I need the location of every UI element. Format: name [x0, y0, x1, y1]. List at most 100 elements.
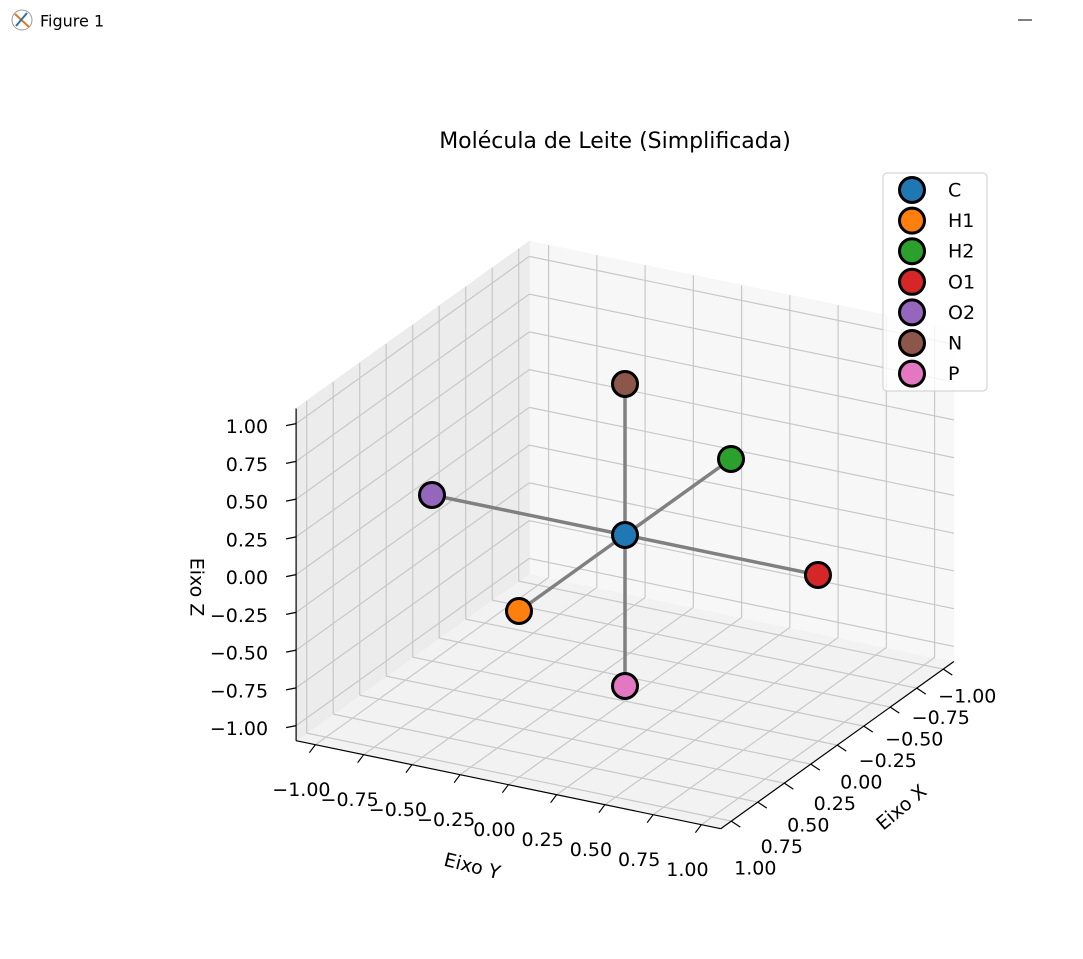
app-icon — [11, 9, 33, 31]
x-tick — [889, 706, 900, 714]
grid-line — [529, 557, 955, 647]
x-tick-label: −1.00 — [938, 686, 996, 708]
y-tick-label: 0.50 — [570, 839, 612, 861]
x-tick-label: 0.75 — [761, 836, 803, 858]
grid-line — [652, 647, 887, 816]
legend-marker — [898, 359, 926, 388]
z-tick — [285, 460, 297, 464]
legend: C H1 H2 O1 O2 NP — [882, 172, 988, 392]
grid-line — [529, 482, 955, 572]
x-tick-label: −0.75 — [912, 707, 970, 729]
grid-line — [508, 617, 742, 786]
z-tick-label: −0.75 — [210, 680, 268, 702]
grid-line — [529, 444, 955, 534]
y-tick — [405, 764, 413, 774]
z-tick — [285, 423, 297, 427]
x-tick — [757, 801, 768, 809]
y-tick — [501, 784, 509, 794]
grid-line — [411, 597, 646, 766]
z-tick — [285, 649, 297, 653]
legend-label: C — [948, 180, 961, 202]
legend-label: N — [948, 333, 962, 355]
y-tick-label: −1.00 — [272, 779, 330, 801]
atom — [611, 370, 639, 398]
bond — [517, 533, 627, 613]
x-tick — [730, 820, 741, 828]
bond — [623, 457, 733, 537]
y-tick — [646, 814, 654, 824]
y-tick-label: 0.00 — [473, 819, 515, 841]
x-tick — [916, 687, 927, 695]
x-tick-label: 0.50 — [787, 815, 829, 837]
grid-line — [295, 331, 530, 500]
plot-area: −1.00−0.75−0.50−0.250.000.250.500.751.00… — [186, 172, 996, 884]
bond — [431, 493, 626, 537]
grid-line — [701, 657, 935, 826]
legend-label: H1 — [948, 210, 974, 232]
z-tick-label: 0.25 — [226, 529, 268, 551]
legend-label: O1 — [948, 271, 975, 293]
grid-line — [529, 331, 955, 421]
z-tick-label: 0.00 — [226, 567, 268, 589]
grid-line — [529, 369, 955, 459]
x-tick-label: 0.00 — [840, 772, 882, 794]
grid-line — [363, 587, 598, 756]
atom — [804, 561, 832, 589]
y-tick-label: 1.00 — [666, 859, 708, 881]
y-tick — [550, 794, 558, 804]
atom — [505, 597, 533, 625]
legend-label: P — [948, 363, 959, 385]
chart-title: Molécula de Leite (Simplificada) — [439, 129, 791, 154]
z-tick — [285, 574, 297, 578]
y-tick-label: −0.25 — [417, 809, 475, 831]
z-tick — [285, 498, 297, 502]
atom — [418, 481, 446, 509]
z-tick — [285, 687, 297, 691]
x-tick-label: −0.50 — [885, 729, 943, 751]
grid-line — [295, 520, 530, 689]
legend-marker — [898, 267, 926, 296]
z-axis-label: Eixo Z — [186, 558, 208, 617]
x-tick-label: 0.25 — [814, 793, 856, 815]
grid-line — [556, 627, 791, 796]
z-tick-label: −0.25 — [210, 605, 268, 627]
x-tick — [783, 782, 794, 790]
z-tick — [285, 536, 297, 540]
x-tick — [810, 763, 821, 771]
grid-line — [295, 369, 530, 538]
y-tick-label: −0.75 — [321, 789, 379, 811]
window-title: Figure 1 — [40, 12, 104, 31]
legend-marker — [898, 206, 926, 235]
z-tick-label: −1.00 — [210, 718, 268, 740]
atom — [611, 672, 639, 700]
z-tick-label: 1.00 — [226, 416, 268, 438]
y-tick-label: 0.25 — [521, 829, 563, 851]
y-tick — [598, 804, 606, 814]
grid-line — [295, 444, 530, 613]
legend-label: O2 — [948, 302, 975, 324]
grid-line — [604, 637, 839, 806]
grid-line — [295, 255, 530, 425]
grid-line — [295, 557, 530, 727]
x-tick — [836, 744, 847, 752]
grid-line — [295, 406, 530, 576]
atom — [611, 521, 639, 549]
grid-line — [459, 607, 694, 776]
z-tick — [285, 611, 297, 615]
legend-marker — [898, 176, 926, 204]
legend-marker — [898, 237, 926, 266]
y-tick-label: −0.50 — [369, 799, 427, 821]
legend-marker — [898, 298, 926, 327]
x-tick-label: −0.25 — [859, 750, 917, 772]
grid-line — [529, 520, 955, 610]
legend-label: H2 — [948, 241, 974, 263]
y-tick — [453, 774, 461, 784]
atom — [717, 445, 745, 473]
y-tick — [308, 744, 316, 754]
x-tick — [863, 725, 874, 733]
grid-line — [295, 482, 530, 651]
z-tick-label: 0.50 — [226, 492, 268, 514]
x-tick-label: 1.00 — [734, 858, 776, 880]
